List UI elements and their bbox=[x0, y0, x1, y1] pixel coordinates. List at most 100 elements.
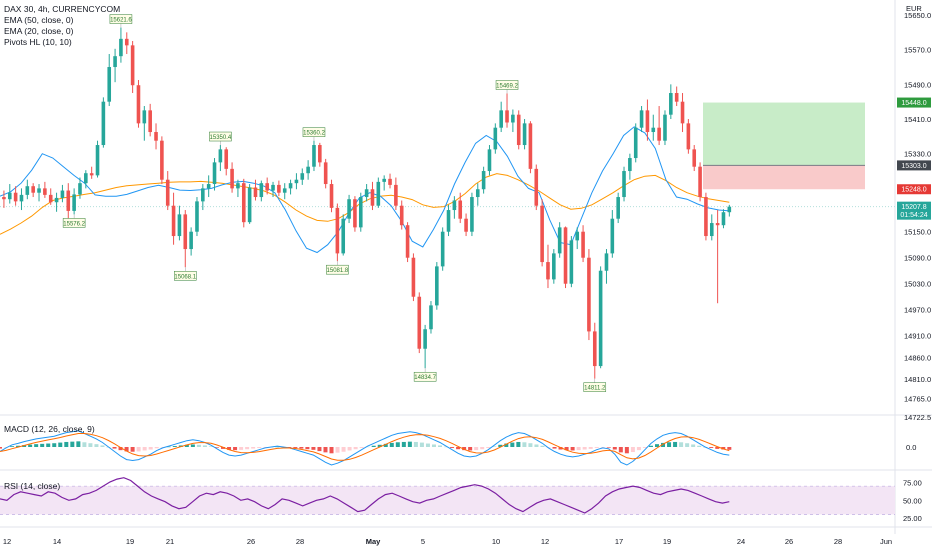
symbol-title[interactable]: DAX 30, 4h, CURRENCYCOM bbox=[4, 4, 121, 14]
macd-bar bbox=[715, 447, 720, 449]
candle-body bbox=[177, 214, 182, 237]
candle-body bbox=[148, 110, 152, 133]
pivot-box bbox=[583, 382, 607, 392]
time-tick: 14 bbox=[53, 537, 61, 546]
macd-bar bbox=[257, 447, 262, 448]
time-tick: 26 bbox=[785, 537, 793, 546]
candle-body bbox=[247, 187, 252, 223]
candle-body bbox=[13, 192, 18, 202]
macd-bar bbox=[76, 441, 81, 447]
macd-line bbox=[0, 430, 730, 466]
candle-body bbox=[569, 240, 574, 284]
candle-body bbox=[475, 189, 480, 198]
rsi-label[interactable]: RSI (14, close) bbox=[4, 481, 61, 491]
candle-body bbox=[2, 197, 6, 200]
candle-body bbox=[72, 194, 76, 211]
macd-bar bbox=[347, 447, 352, 451]
candle-body bbox=[241, 183, 246, 223]
pivot-label: 15621.6 bbox=[109, 14, 132, 28]
candle-body bbox=[405, 225, 410, 258]
candle-body bbox=[417, 296, 422, 349]
candle-body bbox=[721, 212, 726, 226]
macd-bar bbox=[377, 444, 382, 447]
pivot-label: 14811.2 bbox=[583, 378, 607, 392]
price-tick: 15490.0 bbox=[904, 80, 931, 89]
macd-bar bbox=[667, 442, 672, 447]
macd-bar bbox=[214, 447, 219, 448]
macd-bar bbox=[160, 447, 165, 448]
indicator-ema20[interactable]: EMA (20, close, 0) bbox=[4, 26, 74, 36]
candle-body bbox=[136, 85, 141, 124]
time-tick: May bbox=[366, 537, 381, 546]
macd-bar bbox=[166, 446, 171, 448]
candle-body bbox=[107, 67, 112, 102]
candle-body bbox=[598, 270, 603, 367]
candle-body bbox=[581, 231, 585, 258]
pivot-box bbox=[413, 371, 437, 382]
target-badge bbox=[897, 97, 931, 108]
time-tick: Jun bbox=[880, 537, 892, 546]
grid bbox=[0, 0, 932, 534]
candle-body bbox=[224, 149, 229, 169]
macd-bar bbox=[534, 444, 539, 447]
macd-bar bbox=[4, 447, 9, 448]
rsi-band bbox=[0, 486, 895, 515]
candle-body bbox=[499, 110, 503, 128]
target-badge-text: 15448.0 bbox=[901, 100, 926, 107]
macd-bar bbox=[492, 446, 497, 447]
macd-bar bbox=[630, 447, 635, 453]
candle-body bbox=[727, 206, 732, 213]
candle-body bbox=[686, 123, 691, 150]
macd-bar bbox=[0, 447, 2, 449]
candle-body bbox=[511, 114, 515, 123]
macd-bar bbox=[624, 447, 629, 454]
candle-body bbox=[37, 188, 41, 193]
indicator-pivots[interactable]: Pivots HL (10, 10) bbox=[4, 37, 72, 47]
price-tick: 15090.0 bbox=[904, 254, 931, 263]
entry-badge bbox=[897, 160, 931, 171]
candle-body bbox=[306, 166, 310, 174]
candle-body bbox=[189, 231, 193, 250]
macd-bar bbox=[431, 444, 436, 447]
ema-lines bbox=[0, 126, 730, 254]
indicator-ema50[interactable]: EMA (50, close, 0) bbox=[4, 15, 74, 25]
macd-bar bbox=[233, 447, 238, 451]
time-tick: 21 bbox=[166, 537, 174, 546]
candle-body bbox=[692, 149, 697, 167]
candle-body bbox=[651, 127, 656, 133]
candle-body bbox=[335, 207, 340, 254]
pivot-label: 14834.7 bbox=[413, 368, 437, 382]
candle-body bbox=[43, 188, 47, 195]
macd-bar bbox=[118, 447, 123, 451]
pivot-value: 15621.6 bbox=[110, 18, 132, 24]
candle-body bbox=[610, 218, 615, 254]
position-zones bbox=[0, 102, 895, 208]
macd-bar bbox=[462, 447, 467, 451]
macd-bar bbox=[221, 447, 226, 449]
candle-body bbox=[195, 201, 199, 232]
macd-bar bbox=[570, 447, 575, 451]
macd-bar bbox=[413, 441, 418, 447]
macd-bar bbox=[227, 447, 232, 450]
macd-signal-line bbox=[0, 433, 730, 461]
candle-body bbox=[48, 194, 53, 203]
candle-body bbox=[669, 93, 673, 115]
macd-bar bbox=[510, 442, 515, 447]
candle-body bbox=[464, 218, 468, 232]
candle-body bbox=[715, 223, 720, 226]
pivot-box bbox=[174, 271, 197, 281]
macd-label[interactable]: MACD (12, 26, close, 9) bbox=[4, 424, 95, 434]
price-tick: 14860.0 bbox=[904, 353, 931, 362]
candle-body bbox=[183, 214, 188, 250]
macd-bar bbox=[685, 443, 690, 447]
candle-body bbox=[312, 145, 316, 167]
macd-bar bbox=[456, 447, 461, 450]
time-axis[interactable]: 12 14 19 21 26 28 May 5 10 12 17 19 24 26 28 Jun bbox=[3, 537, 892, 546]
candle-body bbox=[604, 253, 609, 271]
macd-bar bbox=[661, 442, 666, 447]
candle-body bbox=[171, 205, 176, 237]
pivot-value: 14834.7 bbox=[414, 375, 436, 381]
